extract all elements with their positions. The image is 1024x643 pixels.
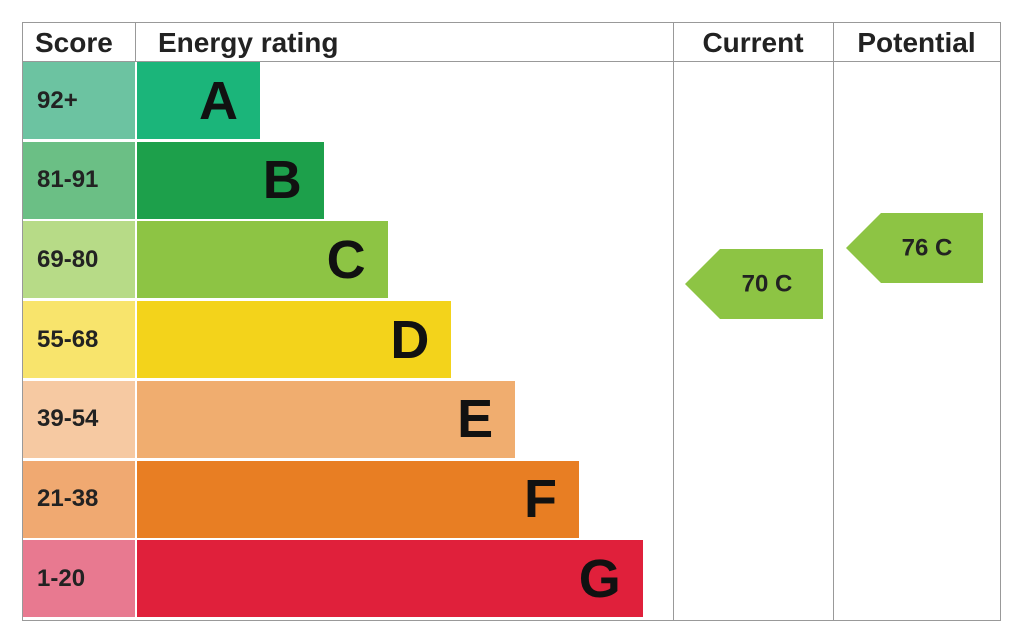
header-score: Score <box>35 27 113 58</box>
potential-label: 76 C <box>902 234 953 261</box>
rating-bar: D <box>137 301 452 379</box>
border <box>22 22 23 621</box>
score-cell: 69-80 <box>23 221 135 299</box>
border <box>673 22 674 621</box>
score-cell: 92+ <box>23 62 135 139</box>
border <box>833 22 834 621</box>
border <box>135 22 136 62</box>
border <box>22 22 1001 23</box>
border <box>22 61 1001 62</box>
rating-bar: B <box>137 141 324 219</box>
rating-bar: F <box>137 460 579 538</box>
score-cell: 81-91 <box>23 141 135 219</box>
score-cell: 1-20 <box>23 540 135 618</box>
header-potential: Potential <box>857 27 976 58</box>
rating-bar: C <box>137 221 388 299</box>
potential-arrow <box>846 213 983 283</box>
border <box>22 620 1001 621</box>
score-cell: 55-68 <box>23 301 135 379</box>
header-energy-rating: Energy rating <box>158 27 339 58</box>
score-cell: 39-54 <box>23 380 135 458</box>
score-cell: 21-38 <box>23 460 135 538</box>
rating-bar: G <box>137 540 643 618</box>
border <box>1000 22 1001 621</box>
current-label: 70 C <box>742 270 793 297</box>
header-current: Current <box>702 27 804 58</box>
rating-bar: A <box>137 62 260 139</box>
rating-bar: E <box>137 380 516 458</box>
current-arrow <box>685 249 823 319</box>
